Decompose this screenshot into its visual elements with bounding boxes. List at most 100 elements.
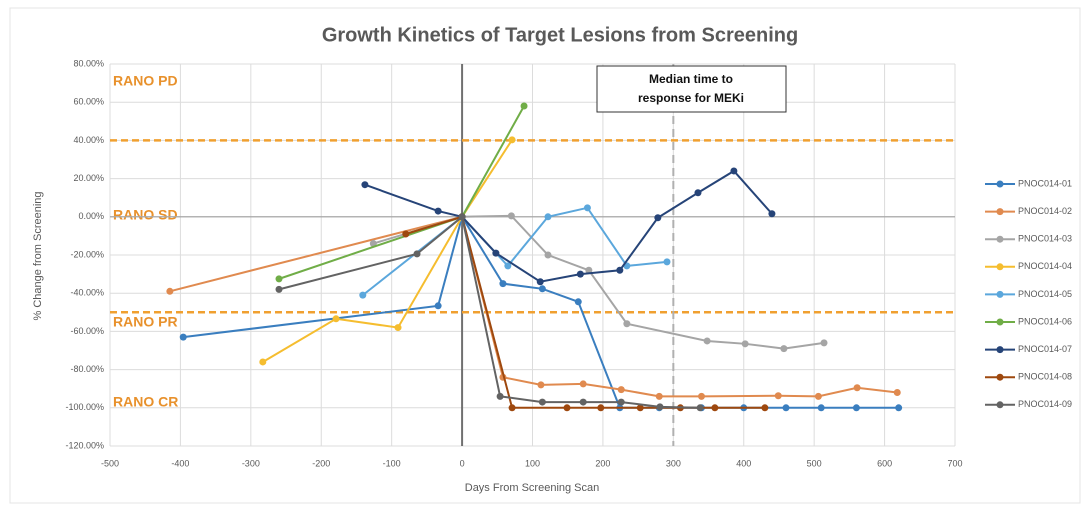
data-point [359, 291, 367, 299]
legend-marker [996, 263, 1004, 271]
data-point [852, 404, 860, 412]
y-tick-label: -60.00% [70, 326, 104, 336]
legend-label: PNOC014-04 [1018, 261, 1072, 271]
data-point [536, 278, 544, 286]
data-point [655, 392, 663, 400]
legend-label: PNOC014-07 [1018, 344, 1072, 354]
y-tick-label: -80.00% [70, 364, 104, 374]
data-point [275, 285, 283, 293]
x-tick-label: 300 [666, 458, 681, 468]
data-point [259, 358, 267, 366]
data-point [538, 285, 546, 293]
annotation-box [596, 65, 787, 113]
data-point [179, 333, 187, 341]
data-point [654, 214, 662, 222]
x-axis-label: Days From Screening Scan [465, 482, 600, 494]
x-tick-label: 200 [595, 458, 610, 468]
data-point [616, 266, 624, 274]
data-point [895, 404, 903, 412]
data-point [636, 404, 644, 412]
data-point [711, 404, 719, 412]
y-tick-label: 80.00% [73, 58, 104, 68]
data-point [434, 207, 442, 215]
data-point [893, 389, 901, 397]
data-point [508, 136, 516, 144]
legend-label: PNOC014-05 [1018, 289, 1072, 299]
legend-label: PNOC014-06 [1018, 316, 1072, 326]
y-tick-label: 0.00% [78, 211, 104, 221]
data-point [394, 324, 402, 332]
data-point [780, 345, 788, 353]
legend-label: PNOC014-03 [1018, 234, 1072, 244]
data-point [538, 398, 546, 406]
data-point [507, 212, 515, 220]
y-tick-label: -20.00% [70, 249, 104, 259]
x-tick-label: -500 [101, 458, 119, 468]
data-point [696, 404, 704, 412]
data-point [617, 386, 625, 394]
legend-marker [996, 318, 1004, 326]
data-point [361, 181, 369, 189]
data-point [275, 275, 283, 283]
legend-label: PNOC014-02 [1018, 206, 1072, 216]
x-tick-label: 400 [736, 458, 751, 468]
data-point [694, 189, 702, 197]
x-tick-label: -400 [171, 458, 189, 468]
data-point [768, 210, 776, 218]
data-point [576, 270, 584, 278]
data-point [585, 266, 593, 274]
x-tick-label: -200 [312, 458, 330, 468]
chart-title: Growth Kinetics of Target Lesions from S… [322, 24, 798, 46]
x-tick-label: -100 [383, 458, 401, 468]
data-point [579, 380, 587, 388]
y-tick-label: 20.00% [73, 173, 104, 183]
plot-area: 80.00% 60.00% 40.00% 20.00% 0.00% -20.00% -40.… [65, 58, 962, 468]
y-axis-label: % Change from Screening [32, 191, 44, 320]
data-point [496, 392, 504, 400]
data-point [730, 167, 738, 175]
x-tick-label: 100 [525, 458, 540, 468]
data-point [537, 381, 545, 389]
x-tick-label: 0 [460, 458, 465, 468]
data-point [520, 102, 528, 110]
data-point [774, 392, 782, 400]
data-point [597, 404, 605, 412]
legend-label: PNOC014-09 [1018, 399, 1072, 409]
annotation-text: Median time to [649, 72, 733, 86]
legend-marker [996, 180, 1004, 188]
data-point [579, 398, 587, 406]
legend-marker [996, 401, 1004, 409]
data-point [413, 250, 421, 258]
data-point [492, 249, 500, 257]
annotation-text: response for MEKi [638, 91, 744, 105]
data-point [504, 262, 512, 270]
legend-marker [996, 235, 1004, 243]
data-point [508, 404, 516, 412]
x-tick-label: 700 [947, 458, 962, 468]
data-point [820, 339, 828, 347]
data-point [623, 320, 631, 328]
x-tick-label: -300 [242, 458, 260, 468]
data-point [698, 392, 705, 400]
data-point [853, 384, 861, 392]
x-tick-label: 500 [807, 458, 822, 468]
data-point [166, 287, 174, 295]
data-point [434, 302, 442, 310]
zone-label: RANO PD [113, 73, 178, 89]
y-tick-label: 40.00% [73, 135, 104, 145]
data-point [458, 213, 466, 221]
y-tick-label: -40.00% [70, 288, 104, 298]
zone-label: RANO SD [113, 207, 178, 223]
y-tick-label: -100.00% [65, 402, 104, 412]
legend-marker [996, 346, 1004, 354]
data-point [499, 280, 507, 288]
data-point [402, 230, 410, 238]
data-point [574, 298, 582, 306]
data-point [663, 258, 671, 266]
data-point [741, 340, 749, 348]
legend-label: PNOC014-08 [1018, 372, 1072, 382]
data-point [817, 404, 825, 412]
y-tick-label: -120.00% [65, 440, 104, 450]
legend-marker [996, 208, 1004, 216]
